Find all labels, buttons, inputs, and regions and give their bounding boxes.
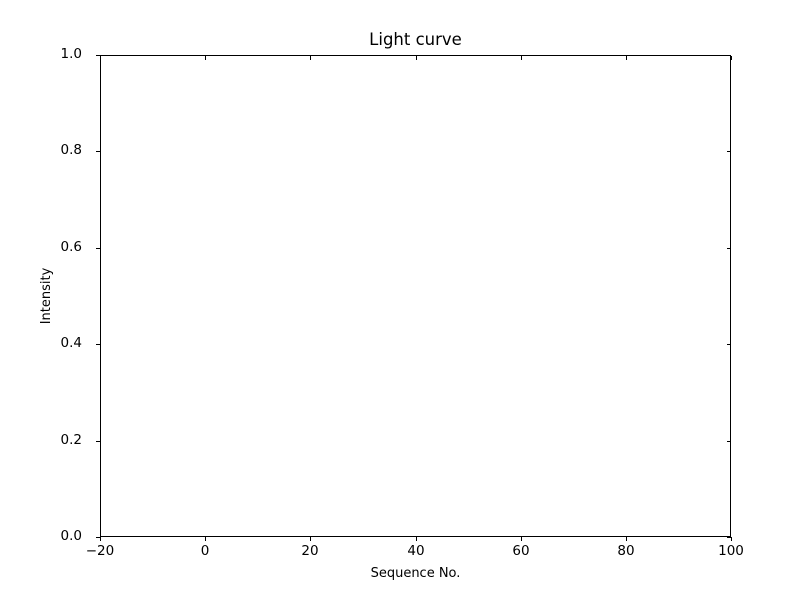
x-axis-tick [310, 537, 311, 541]
x-axis-tick-label: −20 [85, 543, 115, 559]
y-axis-tick-right [727, 55, 731, 56]
y-axis-tick [96, 55, 100, 56]
y-axis-tick [96, 151, 100, 152]
x-axis-tick-top [731, 56, 732, 60]
y-axis-tick-right [727, 537, 731, 538]
x-axis-tick-label: 40 [407, 543, 425, 559]
y-axis-label: Intensity [39, 267, 54, 325]
x-axis-tick-top [310, 56, 311, 60]
y-axis-tick-label: 0.4 [60, 335, 82, 351]
x-axis-tick-top [205, 56, 206, 60]
x-axis-tick-label: 60 [512, 543, 530, 559]
x-axis-tick-top [521, 56, 522, 60]
x-axis-tick-label: 80 [617, 543, 635, 559]
x-axis-tick-label: 20 [301, 543, 319, 559]
y-axis-tick-label: 0.6 [60, 239, 82, 255]
y-axis-tick-label: 0.8 [60, 142, 82, 158]
x-axis-tick [100, 537, 101, 541]
x-axis-tick-top [416, 56, 417, 60]
y-axis-tick-right [727, 248, 731, 249]
plot-area[interactable] [100, 55, 731, 537]
y-axis-tick [96, 441, 100, 442]
y-axis-tick [96, 248, 100, 249]
y-axis-tick-label: 0.0 [60, 528, 82, 544]
y-axis-tick-right [727, 344, 731, 345]
y-axis-tick [96, 344, 100, 345]
y-axis-tick-label: 1.0 [60, 46, 82, 62]
x-axis-tick [416, 537, 417, 541]
chart-title: Light curve [369, 30, 462, 49]
x-axis-tick [731, 537, 732, 541]
x-axis-tick [205, 537, 206, 541]
x-axis-tick-label: 100 [718, 543, 744, 559]
y-axis-tick-label: 0.2 [60, 432, 82, 448]
y-axis-tick-right [727, 151, 731, 152]
x-axis-label: Sequence No. [370, 566, 461, 581]
x-axis-tick-label: 0 [200, 543, 210, 559]
data-series-layer [101, 56, 730, 536]
y-axis-tick [96, 537, 100, 538]
x-axis-tick [521, 537, 522, 541]
x-axis-tick-top [100, 56, 101, 60]
x-axis-tick [626, 537, 627, 541]
x-axis-tick-top [626, 56, 627, 60]
y-axis-tick-right [727, 441, 731, 442]
